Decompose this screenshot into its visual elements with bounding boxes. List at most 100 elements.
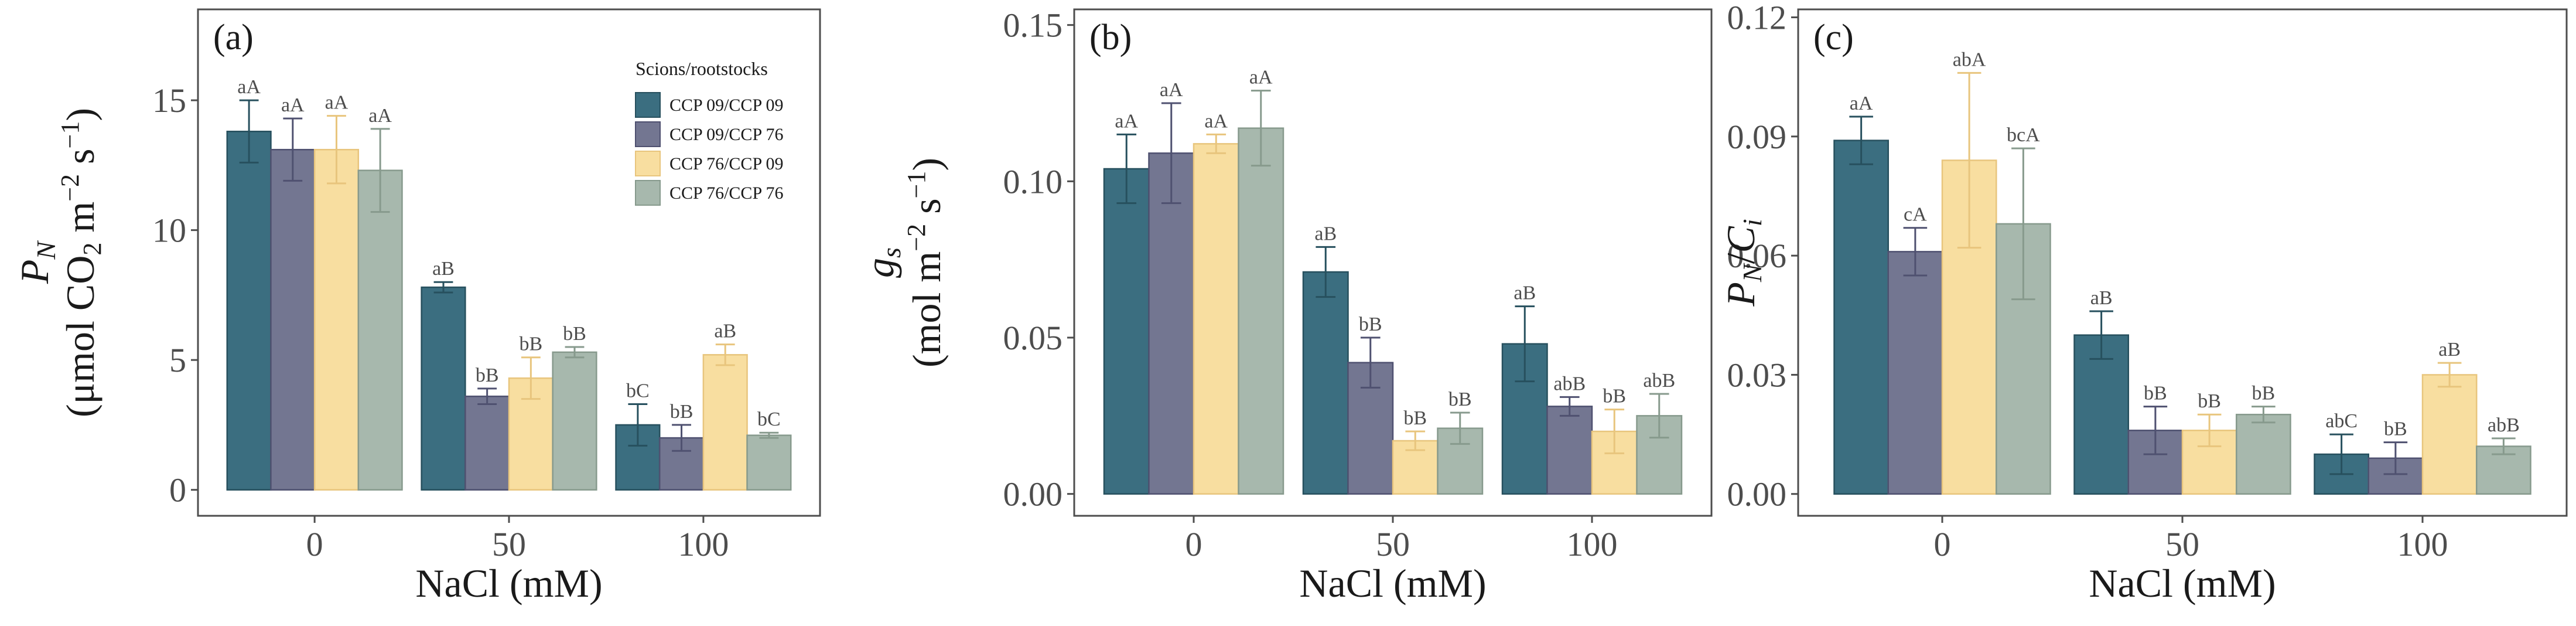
- y-axis-variable-2: C: [1719, 226, 1763, 253]
- x-axis-title: NaCl (mM): [415, 561, 602, 605]
- bar: [1238, 127, 1284, 495]
- x-tick-label: 100: [1567, 525, 1618, 563]
- significance-label: bB: [1359, 314, 1382, 335]
- y-tick-label: 0.05: [1003, 319, 1063, 357]
- significance-label: abB: [2488, 414, 2520, 436]
- significance-label: aB: [1314, 223, 1337, 244]
- y-axis-title: gs: [857, 247, 906, 278]
- y-unit-part: ): [904, 158, 949, 171]
- y-tick-label: 0.06: [1727, 237, 1787, 275]
- legend-entry-label: CCP 09/CCP 09: [669, 96, 784, 115]
- panel-c: aA cA abA bcA 0 aB bB bB bB 50 abC bB aB abB 100 0.00 0.…: [1719, 0, 2568, 605]
- y-unit-subscript: 2: [78, 243, 107, 256]
- bar: [1833, 140, 1889, 495]
- x-axis-title: NaCl (mM): [1299, 561, 1486, 605]
- y-unit-superscript: −1: [56, 121, 84, 149]
- bar: [702, 354, 748, 491]
- significance-label: abC: [2325, 410, 2358, 432]
- legend-swatch: [635, 151, 661, 176]
- bar: [1193, 143, 1239, 495]
- significance-label: aA: [1850, 93, 1873, 114]
- y-axis-variable: P: [12, 260, 57, 285]
- legend-swatch: [635, 121, 661, 147]
- significance-label: bB: [563, 323, 586, 345]
- y-unit-superscript: −2: [56, 174, 84, 202]
- x-tick-label: 0: [1934, 525, 1951, 563]
- panel-a: aA aA aA aA 0 aB bB bB bB 50 bC bB aB bC 100 0 5 10 15 NaCl…: [12, 8, 821, 605]
- significance-label: aB: [432, 258, 455, 280]
- x-axis-title: NaCl (mM): [2089, 561, 2276, 605]
- y-unit-part: (mol m: [904, 251, 949, 368]
- significance-label: aB: [714, 321, 736, 342]
- y-unit-part: (μmol CO: [58, 256, 103, 417]
- y-tick-label: 0.10: [1003, 162, 1063, 200]
- x-tick-label: 50: [2165, 525, 2199, 563]
- significance-label: bC: [626, 380, 650, 402]
- bar: [1887, 251, 1943, 495]
- x-tick-label: 0: [306, 525, 323, 563]
- x-tick-label: 50: [1376, 525, 1410, 563]
- y-unit-part: m: [58, 202, 103, 243]
- panel-tag: (c): [1813, 18, 1854, 57]
- y-tick-label: 0.03: [1727, 356, 1787, 394]
- panel-b: aA aA aA aA 0 aB bB bB bB 50 aB abB bB abB 100 0.00 0.05…: [857, 6, 1713, 605]
- y-axis-variable: P: [1719, 282, 1763, 307]
- bar: [2073, 334, 2129, 495]
- y-axis-unit: (μmol CO2 m−2 s−1): [56, 108, 107, 417]
- y-tick-label: 0: [169, 471, 186, 509]
- legend-entry-label: CCP 76/CCP 76: [669, 183, 784, 203]
- y-axis-variable: g: [857, 258, 902, 278]
- y-axis-subscript: s: [876, 247, 906, 258]
- legend-swatch: [635, 92, 661, 118]
- x-tick-label: 100: [2397, 525, 2448, 563]
- significance-label: aA: [1115, 110, 1138, 132]
- y-tick-label: 5: [169, 341, 186, 379]
- significance-label: bB: [519, 334, 542, 355]
- significance-label: abB: [1553, 373, 1586, 394]
- bar: [2236, 413, 2291, 495]
- panel-tag: (b): [1089, 18, 1132, 57]
- significance-label: bB: [2252, 383, 2276, 404]
- bar: [313, 149, 360, 491]
- y-unit-superscript: −2: [902, 224, 931, 251]
- legend-swatch: [635, 180, 661, 206]
- significance-label: aA: [1249, 67, 1273, 89]
- bar: [1103, 168, 1150, 495]
- significance-label: bB: [476, 365, 499, 386]
- significance-label: aA: [1160, 79, 1183, 101]
- x-tick-label: 0: [1185, 525, 1202, 563]
- y-tick-label: 0.00: [1727, 475, 1787, 513]
- y-axis-unit: (mol m−2 s−1): [902, 158, 949, 368]
- bar: [746, 434, 792, 491]
- significance-label: aA: [325, 92, 349, 114]
- x-tick-label: 50: [492, 525, 526, 563]
- significance-label: aB: [2090, 287, 2113, 309]
- y-unit-part: ): [58, 108, 103, 121]
- x-tick-label: 100: [678, 525, 729, 563]
- significance-label: cA: [1904, 204, 1927, 226]
- y-axis-subscript-2: i: [1737, 219, 1767, 226]
- bar: [270, 149, 316, 491]
- bar: [2421, 374, 2478, 495]
- legend-title: Scions/rootstocks: [636, 58, 768, 79]
- y-axis-title: PN: [12, 240, 61, 285]
- significance-label: bcA: [2007, 124, 2040, 146]
- y-tick-label: 10: [152, 212, 186, 250]
- legend: Scions/rootstocks CCP 09/CCP 09 CCP 09/CCP…: [635, 58, 784, 206]
- significance-label: bB: [2144, 383, 2167, 404]
- y-tick-label: 15: [152, 81, 186, 120]
- significance-label: abB: [1643, 370, 1675, 392]
- significance-label: aA: [368, 105, 392, 127]
- significance-label: aA: [237, 76, 261, 98]
- significance-label: bB: [1403, 407, 1427, 429]
- significance-label: bB: [2198, 390, 2221, 412]
- y-tick-label: 0.09: [1727, 118, 1787, 156]
- significance-label: aB: [2438, 339, 2461, 360]
- bar: [1302, 271, 1349, 495]
- bar: [464, 395, 510, 491]
- y-unit-part: s: [58, 148, 103, 173]
- bar: [1148, 152, 1195, 495]
- significance-label: aA: [281, 94, 305, 116]
